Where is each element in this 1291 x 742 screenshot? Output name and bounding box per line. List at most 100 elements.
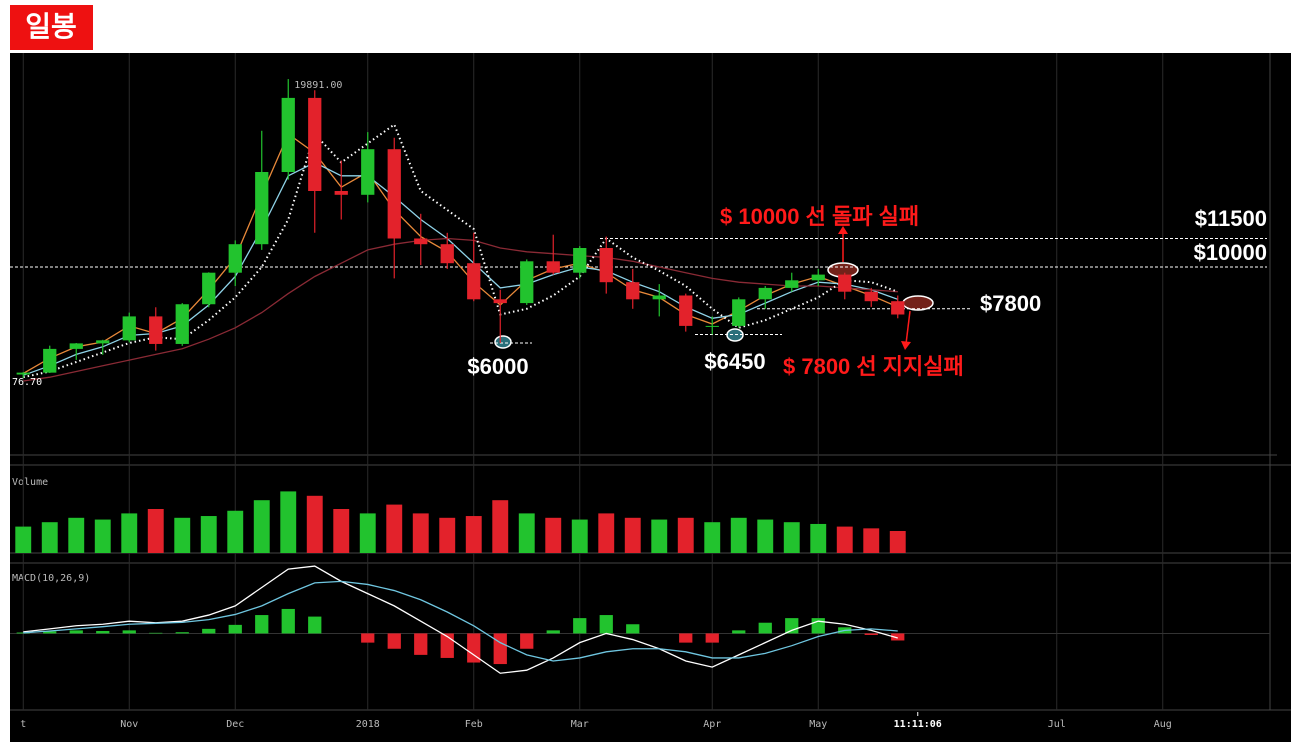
x-tick-label: Aug [1154,719,1172,730]
histogram-bar [705,633,719,643]
histogram-bar [255,615,269,634]
candle-body [811,274,825,281]
volume-bar [359,513,376,553]
level-label: $11500 [1195,206,1267,231]
candle-body [281,97,295,172]
histogram-bar [626,624,640,634]
level-label: $6450 [704,349,765,374]
low-marker [726,328,744,342]
histogram-bar [69,630,83,634]
candle-body [758,287,772,300]
level-label: $6000 [467,354,528,379]
histogram-bar [811,618,825,634]
volume-bar [730,517,747,553]
volume-bar [492,500,509,553]
histogram-bar [679,633,693,643]
candle-body [414,238,428,245]
candle-body [175,304,189,344]
histogram-bar [308,616,322,634]
volume-bar [571,519,588,553]
volume-bar [412,513,429,553]
histogram-bar [387,633,401,649]
chart-title: 일봉 [25,10,77,43]
macd-label: MACD(10,26,9) [12,573,90,584]
volume-bar [227,510,244,553]
candle-body [440,244,454,264]
low-marker [494,335,512,349]
candle-body [838,274,852,292]
moving-average [22,133,899,374]
plot-background [10,53,1291,742]
fail-marker [902,295,934,311]
histogram-bar [122,630,136,634]
volume-bar [783,522,800,553]
volume-bar [465,516,482,553]
candle-body [361,149,375,195]
volume-bar [280,491,297,553]
volume-bar [624,517,641,553]
candle-body [679,295,693,326]
last-label: 76.70 [12,377,42,388]
x-tick-label: t [20,719,26,730]
x-tick-label: Nov [120,719,138,730]
volume-bar [253,500,270,553]
histogram-bar [599,615,613,634]
moving-average [23,237,898,382]
x-tick-label: Feb [465,719,483,730]
histogram-bar [493,633,507,665]
candle-body [308,97,322,191]
candle-body [573,248,587,273]
histogram-bar [96,630,110,634]
volume-bar [863,528,880,553]
level-label: $10000 [1194,240,1267,265]
candle-body [202,272,216,305]
arrow-head [901,341,911,350]
signal-line [23,580,898,662]
candle-body [228,244,242,273]
volume-bar [545,517,562,553]
histogram-bar [758,622,772,634]
volume-bar [68,517,85,553]
histogram-bar [228,624,242,634]
histogram-bar [149,632,163,634]
volume-bar [439,517,456,553]
title-box [10,5,93,50]
candle-body [626,282,640,300]
markers [494,226,934,350]
candle-body [255,172,269,245]
cursor-label: 11:11:06 [894,719,942,730]
volume-bar [41,522,58,553]
candle-body [732,299,746,326]
histogram-bar [414,633,428,655]
x-tick-label: May [809,719,827,730]
histogram-bar [546,630,560,634]
histogram-bar [785,618,799,634]
volume-bar [704,522,721,553]
volume-bar [15,526,32,553]
histogram-bar [43,631,57,634]
volume-bar [333,509,350,553]
candle-body [96,340,110,344]
annotation: $ 7800 선 지지실패 [783,354,964,379]
volume-bar [810,523,827,553]
x-tick-label: Mar [571,719,589,730]
histogram-bar [864,633,878,635]
candle-body [122,316,136,341]
arrow [905,310,911,345]
peak-label: 19891.00 [294,80,342,91]
histogram-bar [573,618,587,634]
volume-bar [518,513,535,553]
volume-bar [677,517,694,553]
x-tick-label: Dec [226,719,244,730]
candle-body [599,248,613,283]
x-tick-label: Apr [703,719,721,730]
candle-body [69,343,83,349]
arrow-head [838,226,848,234]
histogram-bar [520,633,534,649]
volume-bar [651,519,668,553]
histogram-bar [467,633,481,663]
annotation: $ 10000 선 돌파 실패 [720,204,919,229]
x-tick-label: Jul [1048,719,1066,730]
volume-bar [386,504,403,553]
